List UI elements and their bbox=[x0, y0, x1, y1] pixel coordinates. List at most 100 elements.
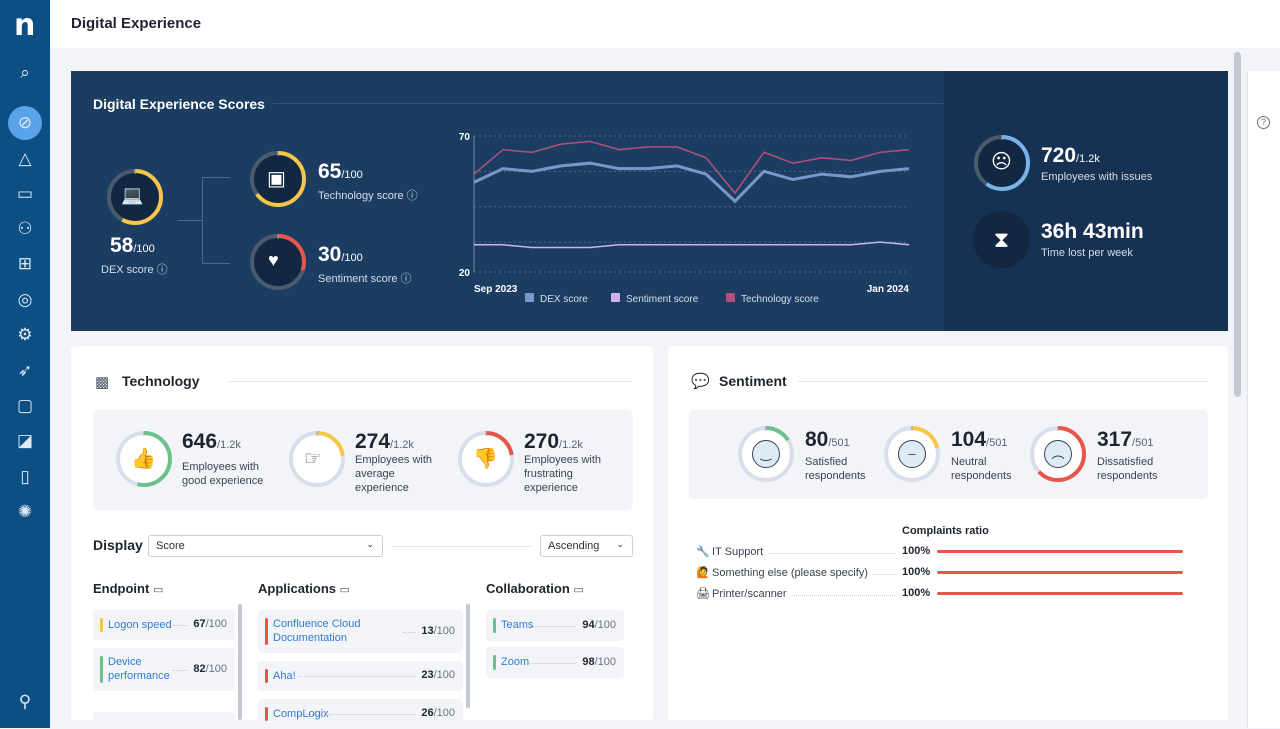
design-tools-icon[interactable]: ◪ bbox=[9, 425, 41, 457]
gear-icon[interactable]: ✺ bbox=[9, 496, 41, 528]
endpoint-scrollbar[interactable] bbox=[238, 604, 242, 720]
value: 720 bbox=[1041, 144, 1076, 167]
item-link[interactable]: Zoom bbox=[501, 655, 651, 669]
item-link[interactable]: Logon speed bbox=[108, 618, 173, 632]
score: 23 bbox=[421, 669, 433, 681]
chat-icon[interactable]: ▢ bbox=[9, 390, 41, 422]
sentiment-score-label: Sentiment score ⓘ bbox=[318, 270, 412, 286]
select-value: Ascending bbox=[548, 540, 599, 552]
score-row[interactable]: Teams 94/100 bbox=[486, 610, 624, 641]
value: 274 bbox=[355, 430, 390, 453]
book-icon[interactable]: ▯ bbox=[9, 461, 41, 493]
denominator: /501 bbox=[828, 437, 849, 449]
stat-label: Satisfied respondents bbox=[805, 455, 885, 483]
hand-pointing-icon: ☞ bbox=[304, 446, 322, 471]
leader-dots bbox=[526, 626, 576, 627]
status-bar bbox=[493, 618, 496, 633]
series-line-technology-score bbox=[474, 141, 909, 193]
score-row[interactable]: Confluence Cloud Documentation 13/100 bbox=[258, 610, 463, 653]
legend-label: Sentiment score bbox=[626, 294, 699, 305]
search-icon[interactable]: ⌕ bbox=[9, 57, 41, 89]
leader-dots bbox=[173, 670, 187, 671]
chevron-down-icon: ⌄ bbox=[616, 539, 624, 550]
compass-icon[interactable]: ⊘ bbox=[8, 106, 42, 140]
info-icon[interactable]: ⓘ bbox=[157, 264, 168, 276]
info-icon[interactable]: ⓘ bbox=[407, 190, 418, 202]
score: 98 bbox=[582, 656, 594, 668]
robot-arm-icon[interactable]: ⚙ bbox=[9, 319, 41, 351]
score: 94 bbox=[582, 619, 594, 631]
score-row[interactable]: Aha! 23/100 bbox=[258, 661, 463, 691]
score-row[interactable]: Zoom 98/100 bbox=[486, 647, 624, 678]
legend-label: Technology score bbox=[741, 294, 819, 305]
series-line-dex-score bbox=[474, 163, 909, 201]
hourglass-icon: ⧗ bbox=[973, 211, 1030, 268]
user-icon[interactable]: ⚲ bbox=[9, 686, 41, 718]
status-bar bbox=[100, 618, 103, 632]
trend-chart-icon[interactable]: ▭ bbox=[153, 584, 163, 596]
status-bar bbox=[493, 655, 496, 670]
denominator: /501 bbox=[1132, 437, 1153, 449]
value: 646 bbox=[182, 430, 217, 453]
display-select[interactable]: Score⌄ bbox=[148, 535, 383, 557]
item-link[interactable]: Teams bbox=[501, 618, 651, 632]
score-row[interactable]: CompLogix 26/100 bbox=[258, 699, 463, 729]
header bbox=[50, 0, 1280, 48]
info-icon[interactable]: ⓘ bbox=[401, 273, 412, 285]
column-title: Collaboration ▭ bbox=[486, 581, 584, 596]
user-presentation-icon[interactable]: ⚇ bbox=[9, 213, 41, 245]
denominator: /100 bbox=[434, 707, 455, 719]
stat-value: 80/501 bbox=[805, 428, 850, 452]
item-link[interactable]: Device performance bbox=[108, 655, 173, 683]
chip-icon: ▣ bbox=[267, 166, 286, 191]
applications-scrollbar[interactable] bbox=[466, 604, 470, 708]
trend-chart-icon[interactable]: ▭ bbox=[573, 584, 583, 596]
scrollbar[interactable] bbox=[1234, 52, 1241, 397]
complaint-bar bbox=[937, 571, 1183, 574]
denominator: /100 bbox=[595, 619, 616, 631]
legend-swatch bbox=[726, 293, 735, 302]
legend-swatch bbox=[525, 293, 534, 302]
score-row[interactable] bbox=[93, 712, 235, 722]
label: Sentiment score bbox=[318, 273, 397, 285]
status-bar bbox=[100, 656, 103, 683]
score-row[interactable]: Logon speed 67/100 bbox=[93, 610, 235, 640]
trend-chart-icon[interactable]: ▭ bbox=[340, 584, 350, 596]
order-select[interactable]: Ascending ⌄ bbox=[540, 535, 633, 557]
x-tick-label: Jan 2024 bbox=[867, 284, 910, 295]
value: 104 bbox=[951, 428, 986, 451]
thumbs-down-icon: 👎 bbox=[473, 446, 498, 471]
denominator: /100 bbox=[341, 169, 362, 181]
item-score: 23/100 bbox=[421, 669, 455, 681]
page-title: Digital Experience bbox=[71, 15, 201, 32]
complaint-bar bbox=[937, 592, 1183, 595]
value: 65 bbox=[318, 160, 341, 183]
denominator: /100 bbox=[595, 656, 616, 668]
value: 317 bbox=[1097, 428, 1132, 451]
denominator: /100 bbox=[341, 252, 362, 264]
help-icon[interactable]: ? bbox=[1257, 116, 1270, 129]
denominator: /1.2k bbox=[559, 439, 583, 451]
score-row[interactable]: Device performance 82/100 bbox=[93, 648, 235, 691]
score: 67 bbox=[193, 618, 205, 630]
denominator: /1.2k bbox=[390, 439, 414, 451]
stat-value: 104/501 bbox=[951, 428, 1007, 452]
status-bar bbox=[265, 618, 268, 645]
issues-value: 720/1.2k bbox=[1041, 144, 1100, 168]
technology-score-label: Technology score ⓘ bbox=[318, 187, 418, 203]
bell-icon[interactable]: △ bbox=[9, 143, 41, 175]
rocket-icon[interactable]: ➶ bbox=[9, 355, 41, 387]
complaint-bar bbox=[937, 550, 1183, 553]
technology-score-value: 65/100 bbox=[318, 160, 363, 184]
stat-label: Dissatisfied respondents bbox=[1097, 455, 1177, 483]
item-link[interactable]: Confluence Cloud Documentation bbox=[273, 617, 423, 645]
sad-face-icon: ︵ bbox=[1044, 440, 1072, 468]
denominator: /100 bbox=[206, 618, 227, 630]
complaint-label: IT Support bbox=[712, 545, 767, 559]
monitor-chart-icon[interactable]: ▭ bbox=[9, 178, 41, 210]
banner-title: Digital Experience Scores bbox=[93, 96, 265, 112]
dashboard-grid-icon[interactable]: ⊞ bbox=[9, 248, 41, 280]
fingerprint-search-icon[interactable]: ◎ bbox=[9, 284, 41, 316]
denominator: /1.2k bbox=[217, 439, 241, 451]
